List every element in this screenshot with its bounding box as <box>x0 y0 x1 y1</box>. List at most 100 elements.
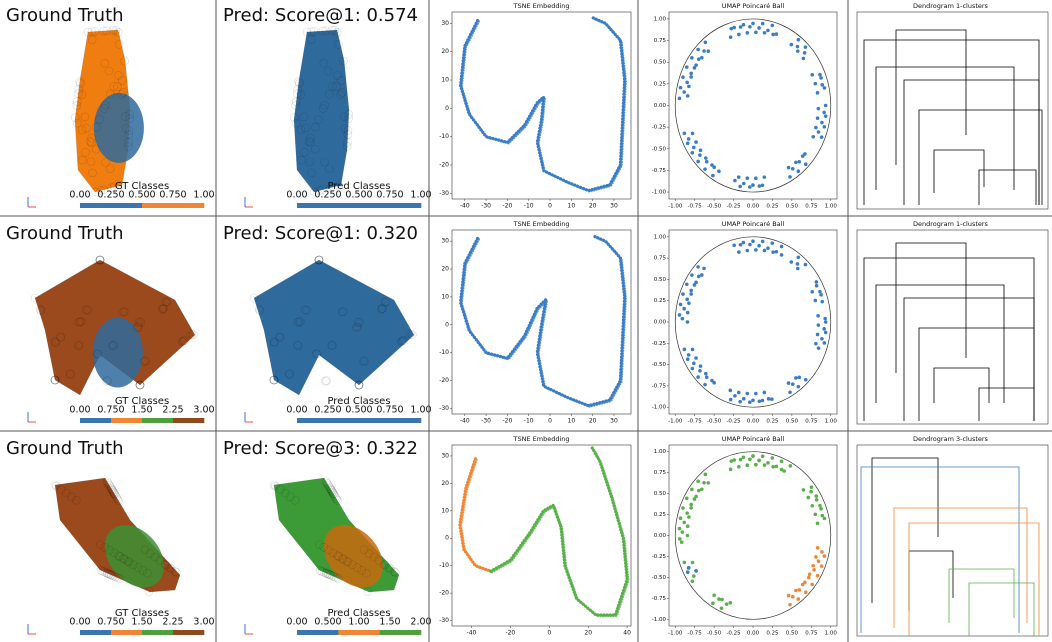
plot-title: TSNE Embedding <box>513 220 570 228</box>
embedding-point <box>729 26 734 31</box>
embedding-point <box>803 590 808 595</box>
cloud-bead <box>158 304 168 314</box>
cloud-bead <box>324 164 334 174</box>
embedding-point <box>728 35 733 39</box>
cloud-bead <box>107 485 117 495</box>
x-tick-label: -40 <box>460 418 470 425</box>
embedding-point <box>774 249 779 254</box>
cloud-bead <box>302 305 312 315</box>
y-tick-label: 10 <box>441 507 449 514</box>
cloud-bead <box>140 545 150 555</box>
cloud-bead <box>56 332 65 342</box>
cloud-bead <box>178 337 187 346</box>
embedding-point <box>696 159 700 164</box>
cloud-bead <box>378 303 388 313</box>
cloud-bead <box>327 341 337 350</box>
dendrogram-link <box>948 568 1015 623</box>
embedding-point <box>751 239 755 244</box>
cloud-bead <box>189 330 198 339</box>
embedding-point <box>677 313 682 317</box>
cloud-bead <box>155 556 165 565</box>
embedding-point <box>685 320 690 324</box>
embedding-point <box>692 361 696 366</box>
embedding-point <box>696 47 700 52</box>
poincare-boundary <box>674 236 832 408</box>
y-tick-label: -20 <box>439 377 449 384</box>
dendrogram-link <box>908 522 1040 636</box>
y-tick-label: -0.50 <box>652 362 667 368</box>
cloud-bead <box>337 307 347 317</box>
cloud-bead <box>291 101 301 110</box>
embedding-point <box>700 55 704 60</box>
cloud-body <box>253 259 415 396</box>
cloud-bead <box>293 340 302 350</box>
cloud-bead <box>325 484 335 493</box>
cloud-bead <box>109 571 118 581</box>
cloud-bead <box>332 494 341 504</box>
cloud-bead <box>249 293 259 303</box>
x-tick-label: -30 <box>481 203 491 210</box>
cloud-bead <box>255 306 265 315</box>
cloud-bead <box>113 28 123 37</box>
embedding-point <box>712 380 716 385</box>
colorbar-tick: 0.750 <box>97 617 124 628</box>
cloud-bead <box>135 380 145 390</box>
embedding-point <box>810 582 815 587</box>
cloud-bead <box>296 317 305 326</box>
cloud-bead <box>310 144 320 154</box>
point-cloud <box>290 25 354 197</box>
embedding-point <box>770 241 775 245</box>
embedding-point <box>694 280 698 285</box>
x-tick-label: -0.75 <box>688 204 703 210</box>
cloud-bead <box>120 554 129 564</box>
embedding-point <box>684 496 689 501</box>
cloud-bead <box>331 493 340 502</box>
cloud-bead <box>330 491 339 500</box>
colorbar-tick: 1.00 <box>193 190 214 201</box>
colorbar-label: Pred Classes <box>327 608 390 619</box>
embedding-point <box>811 563 816 568</box>
cloud-bead <box>332 82 341 91</box>
x-tick-label: 0.00 <box>747 204 760 210</box>
embedding-point <box>682 306 686 311</box>
embedding-point <box>820 83 825 87</box>
x-tick-label: -0.50 <box>707 419 722 425</box>
cloud-bead <box>111 491 120 500</box>
cloud-bead <box>328 548 338 558</box>
cloud-bead <box>333 496 342 505</box>
embedding-point <box>806 495 811 500</box>
embedding-point <box>681 292 685 296</box>
cloud-bead <box>328 489 338 498</box>
y-tick-label: -30 <box>439 405 449 412</box>
embedding-point <box>732 25 737 30</box>
embedding-point <box>698 368 702 373</box>
cloud-bead <box>81 148 90 157</box>
poincare-boundary <box>674 18 832 193</box>
cloud-bead <box>295 79 304 88</box>
cloud-bead <box>255 305 264 314</box>
embedding-point <box>814 494 819 498</box>
cloud-bead <box>72 101 82 110</box>
y-tick-label: 0 <box>445 535 449 542</box>
embedding-point <box>751 398 755 403</box>
cloud-bead <box>270 481 280 491</box>
colorbar-tick: 0.500 <box>345 405 372 416</box>
embedding-point <box>692 283 697 287</box>
x-tick-label: 0.50 <box>786 419 799 425</box>
cloud-bead <box>108 341 118 350</box>
embedding-point <box>797 375 802 380</box>
embedding-point <box>737 250 741 254</box>
cloud-bead <box>71 113 80 122</box>
embedding-point <box>690 56 694 60</box>
cloud-bead <box>326 485 336 495</box>
x-tick-label: 20 <box>584 630 592 637</box>
cloud-bead <box>110 182 119 192</box>
cloud-bead <box>87 133 96 143</box>
cloud-bead <box>114 71 123 80</box>
cloud-bead <box>352 563 362 572</box>
cloud-bead <box>332 573 341 582</box>
embedding-point <box>796 597 801 601</box>
cloud-bead <box>135 380 145 390</box>
cloud-bead <box>304 137 314 146</box>
cloud-bead <box>135 380 145 390</box>
